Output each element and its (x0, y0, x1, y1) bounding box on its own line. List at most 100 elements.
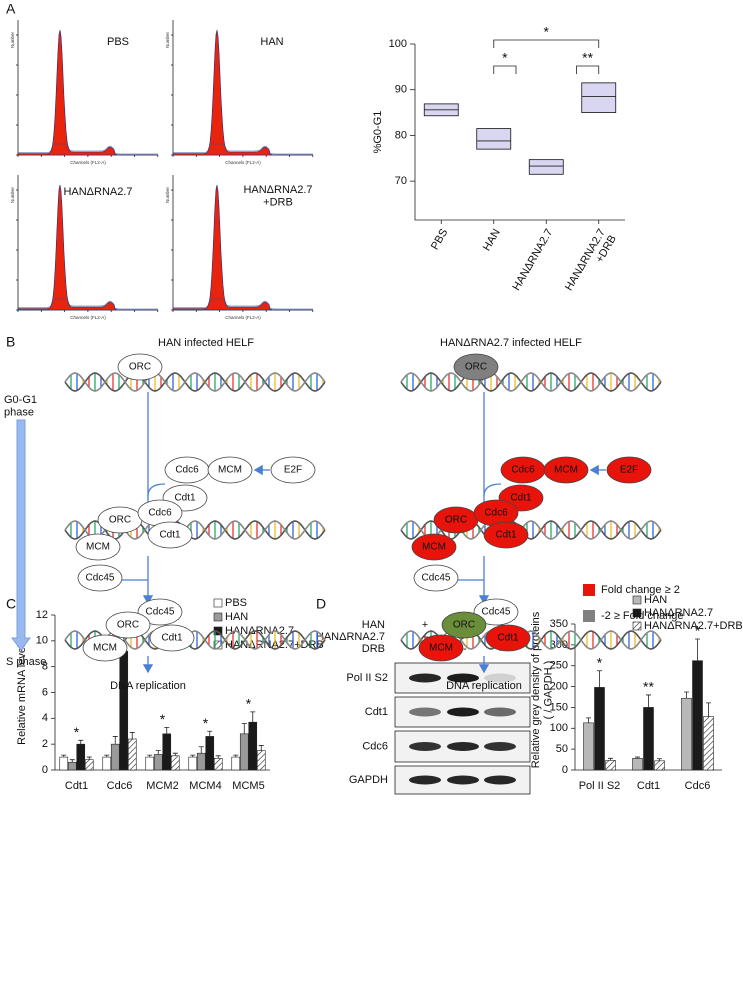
flow-label: HAN (260, 36, 283, 48)
protein-label: Cdt1 (495, 530, 517, 541)
flow-y-label: Number (165, 187, 170, 204)
error-bar (129, 732, 135, 739)
error-bar (635, 756, 640, 759)
panel-label: B (6, 334, 15, 350)
x-tick-label: Cdt1 (65, 780, 88, 792)
error-bar (684, 691, 689, 699)
y-axis-label: Relative mRNA levels (16, 639, 28, 745)
protein-label: Cdt1 (497, 633, 519, 644)
flow-y-label: Number (10, 32, 15, 49)
protein-label: ORC (445, 515, 467, 526)
bar (102, 756, 112, 771)
protein-node (137, 598, 183, 626)
dna-strand (400, 520, 662, 540)
bar (110, 743, 120, 771)
y-tick-label: 4 (42, 712, 48, 724)
error-bar (112, 736, 118, 745)
significance-label: * (597, 654, 603, 670)
error-bar (646, 694, 651, 708)
significance-bracket (493, 39, 600, 48)
protein-node (207, 456, 253, 484)
protein-label: MCM (554, 465, 578, 476)
flow-y-label: Number (10, 187, 15, 204)
y-tick-label: 70 (395, 175, 407, 187)
blot-band (484, 742, 516, 751)
error-bar (233, 754, 239, 758)
protein-node (606, 456, 652, 484)
condition-label: HAN (362, 619, 385, 631)
bar (231, 756, 241, 771)
significance-label: * (160, 711, 166, 727)
dna-strand (64, 372, 326, 392)
significance-label: * (74, 724, 80, 740)
diagram-title: HAN infected HELF (158, 337, 254, 349)
flow-label: HANΔRNA2.7 (63, 186, 132, 198)
y-axis-label: Relative grey density of proteins( / GAP… (530, 611, 555, 768)
legend-label: HANΔRNA2.7 (644, 607, 713, 619)
error-bar (657, 758, 662, 761)
blot-band (447, 673, 479, 683)
bar (67, 761, 77, 771)
phase-start: G0-G1 phase (4, 394, 37, 419)
dna-strand (400, 372, 662, 392)
blot-band (447, 707, 479, 717)
protein-node (77, 564, 123, 592)
protein-node (441, 611, 487, 639)
error-bar (164, 726, 170, 734)
flow-axes (17, 20, 158, 156)
protein-label: MCM (422, 542, 446, 553)
x-tick-label: HAN (481, 227, 503, 253)
blot-band (409, 775, 441, 785)
protein-node (270, 456, 316, 484)
x-tick-label: Cdc6 (107, 780, 133, 792)
significance-label: ** (582, 50, 593, 66)
protein-node (411, 533, 457, 561)
blot-band (447, 775, 479, 785)
error-bar (61, 754, 67, 758)
error-bar (207, 730, 213, 737)
legend-swatch (583, 584, 595, 596)
error-bar (241, 723, 247, 734)
protein-label: ORC (109, 515, 131, 526)
flow-label: PBS (107, 36, 129, 48)
bar (76, 743, 86, 771)
condition-label: HANΔRNA2.7 (316, 631, 385, 643)
blot-band (484, 775, 516, 785)
blot-band (484, 673, 516, 683)
significance-label: * (695, 623, 701, 639)
bar (213, 758, 223, 771)
dna-strand (400, 372, 662, 392)
flow-x-label: Channels (FL2-A) (70, 315, 106, 320)
bar (119, 650, 129, 771)
flow-y-label: Number (165, 32, 170, 49)
protein-node (473, 598, 519, 626)
y-axis-label: %G0-G1 (372, 111, 384, 154)
x-tick-label: MCM5 (232, 780, 264, 792)
protein-label: ORC (465, 362, 487, 373)
error-bar (706, 702, 711, 717)
bar (248, 721, 258, 771)
phase-arrow (11, 419, 31, 651)
bar (703, 716, 714, 771)
protein-node (483, 521, 529, 549)
protein-label: Cdt1 (174, 493, 196, 504)
bar (196, 752, 206, 771)
flow-axes (172, 20, 313, 156)
protein-label: Cdc45 (146, 607, 175, 618)
protein-node (485, 624, 531, 652)
error-bar (258, 745, 264, 751)
x-tick-label: Pol II S2 (579, 780, 621, 792)
y-tick-label: 8 (42, 661, 48, 673)
blot-band (409, 673, 441, 683)
flow-fit (18, 143, 158, 155)
legend-swatch (213, 598, 223, 608)
x-tick-label: Cdc6 (685, 780, 711, 792)
x-tick-label: Cdt1 (637, 780, 660, 792)
y-tick-label: 2 (42, 738, 48, 750)
diagram-title: HANΔRNA2.7 infected HELF (440, 337, 582, 349)
significance-label: * (502, 50, 508, 66)
legend-label: HANΔRNA2.7 (225, 625, 294, 637)
error-bar (250, 711, 256, 723)
bar (681, 697, 692, 771)
